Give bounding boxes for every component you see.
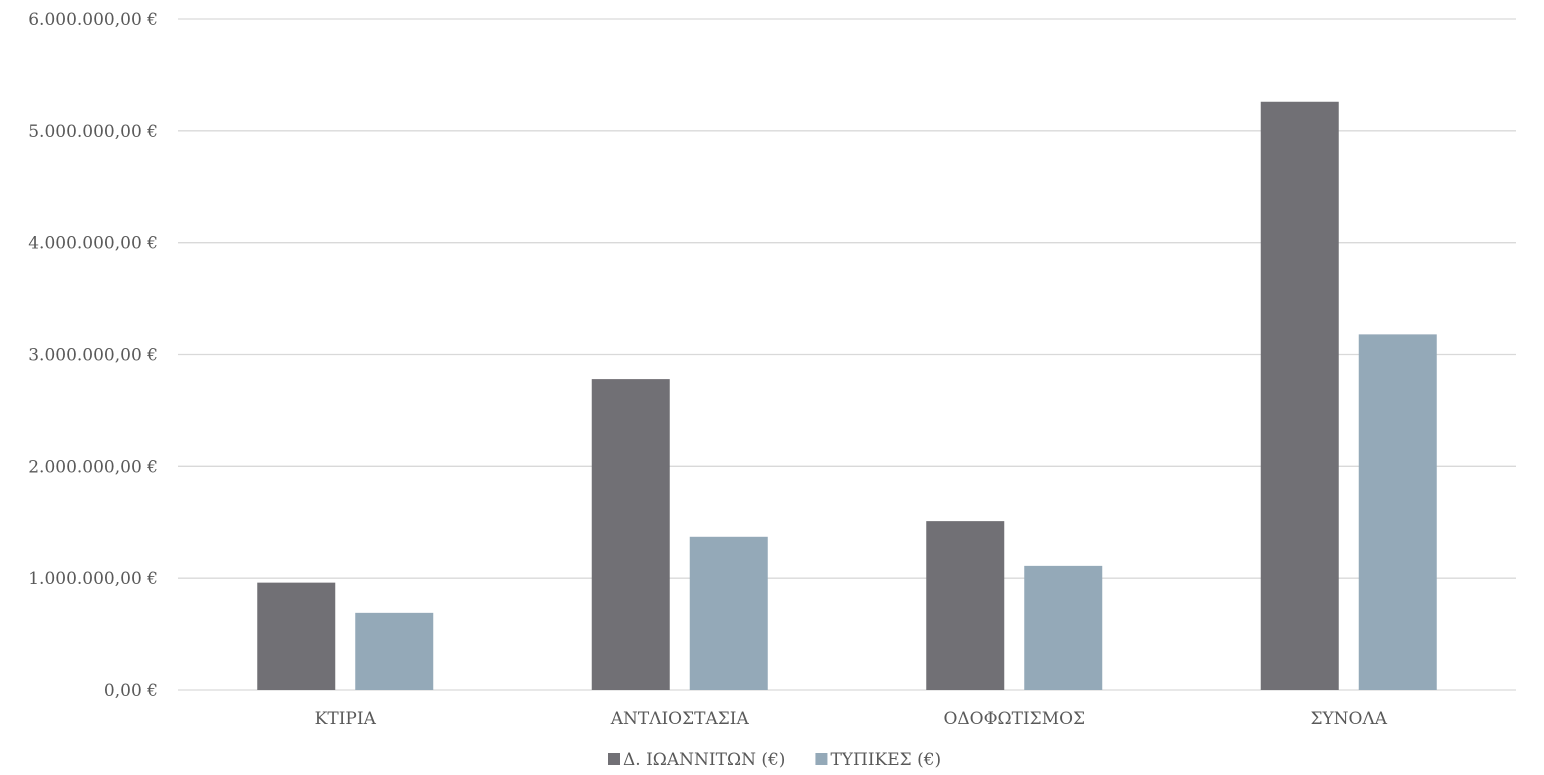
bars — [257, 101, 1437, 691]
bar-series-1-cat-0 — [355, 612, 434, 690]
legend-swatch-1 — [815, 753, 828, 765]
bar-series-1-cat-3 — [1358, 334, 1437, 690]
legend-label-0: Δ. ΙΩΑΝΝΙΤΩΝ (€) — [623, 750, 785, 770]
bar-series-1-cat-2 — [1024, 565, 1103, 690]
y-tick-label-3: 3.000.000,00 € — [28, 346, 158, 366]
y-axis-tick-labels: 0,00 € 1.000.000,00 € 2.000.000,00 € 3.000.… — [28, 10, 158, 701]
category-label-0: ΚΤΙΡΙΑ — [315, 709, 377, 729]
bar-series-0-cat-2 — [926, 521, 1005, 690]
bar-series-1-cat-1 — [689, 536, 768, 690]
legend: Δ. ΙΩΑΝΝΙΤΩΝ (€) ΤΥΠΙΚΕΣ (€) — [608, 750, 941, 770]
y-tick-label-2: 2.000.000,00 € — [28, 457, 158, 477]
y-tick-label-0: 0,00 € — [104, 681, 158, 701]
bar-series-0-cat-1 — [591, 379, 670, 690]
y-tick-label-1: 1.000.000,00 € — [28, 569, 158, 589]
category-label-2: ΟΔΟΦΩΤΙΣΜΟΣ — [943, 709, 1085, 729]
y-tick-label-5: 5.000.000,00 € — [28, 122, 158, 142]
category-label-1: ΑΝΤΛΙΟΣΤΑΣΙΑ — [610, 709, 750, 729]
legend-label-1: ΤΥΠΙΚΕΣ (€) — [830, 750, 941, 770]
bar-series-0-cat-3 — [1260, 101, 1339, 691]
y-tick-label-4: 4.000.000,00 € — [28, 234, 158, 254]
category-label-3: ΣΥΝΟΛΑ — [1310, 709, 1387, 729]
x-axis-category-labels: ΚΤΙΡΙΑ ΑΝΤΛΙΟΣΤΑΣΙΑ ΟΔΟΦΩΤΙΣΜΟΣ ΣΥΝΟΛΑ — [315, 709, 1388, 729]
y-tick-label-6: 6.000.000,00 € — [28, 10, 158, 30]
gridlines — [178, 18, 1516, 691]
legend-swatch-0 — [608, 753, 620, 765]
bar-series-0-cat-0 — [257, 582, 336, 690]
